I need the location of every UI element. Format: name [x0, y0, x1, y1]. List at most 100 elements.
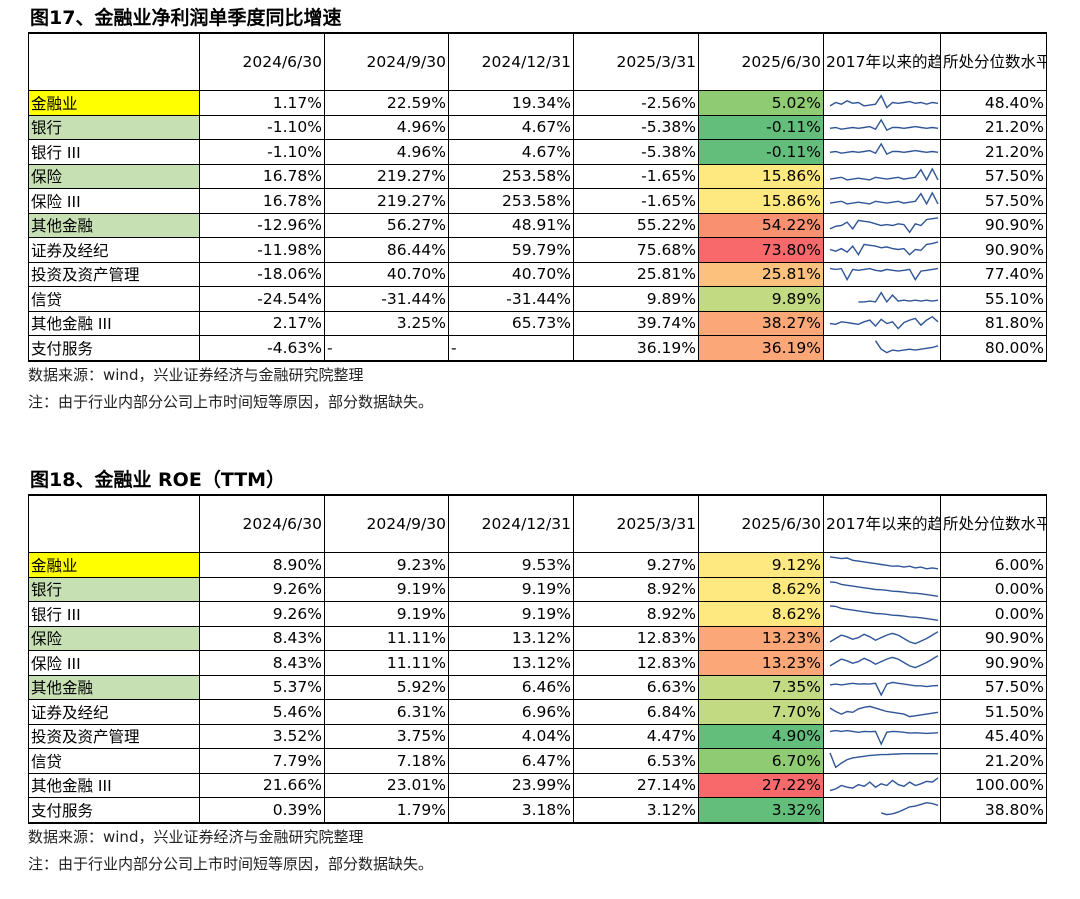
value-cell: 4.96%	[324, 139, 449, 165]
percentile-cell: 90.90%	[940, 650, 1047, 676]
value-cell: 8.43%	[199, 650, 325, 676]
trend-cell	[823, 625, 941, 651]
table-row: 金融业 8.90% 9.23% 9.53% 9.27% 9.12% 6.00%	[28, 552, 1047, 578]
table-row: 支付服务 -4.63% - -36.19% 36.19% 80.00%	[28, 335, 1047, 361]
value-cell: 9.19%	[324, 576, 449, 602]
trend-cell	[823, 576, 941, 602]
table-row: 信贷 7.79% 7.18% 6.47% 6.53% 6.70% 21.20%	[28, 748, 1047, 774]
trend-line	[829, 605, 939, 622]
percentile-cell: 21.20%	[940, 748, 1047, 774]
value-cell: 5.92%	[324, 674, 449, 700]
value-cell: 12.83%	[573, 650, 699, 676]
trend-cell	[823, 139, 941, 165]
trend-line	[829, 630, 939, 645]
trend-line	[829, 315, 939, 330]
value-cell: 253.58%	[448, 163, 574, 189]
trend-sparkline	[829, 191, 939, 206]
trend-sparkline	[829, 777, 939, 792]
value-cell: -1.65%	[573, 188, 699, 214]
value-cell: 9.23%	[324, 552, 449, 578]
value-cell: -31.44%	[448, 286, 574, 312]
latest-value-cell: 13.23%	[698, 625, 824, 651]
value-cell: -18.06%	[199, 261, 325, 287]
percentile-cell: 21.20%	[940, 139, 1047, 165]
trend-sparkline	[829, 556, 939, 570]
trend-sparkline	[829, 752, 938, 769]
trend-line	[829, 241, 939, 257]
column-header: 2024/12/31	[448, 494, 574, 553]
trend-line	[829, 655, 939, 669]
value-cell: 13.12%	[448, 625, 574, 651]
row-label: 支付服务	[28, 797, 200, 823]
value-cell: 11.11%	[324, 625, 449, 651]
percentile-cell: 57.50%	[940, 188, 1047, 214]
percentile-cell: 77.40%	[940, 261, 1047, 287]
value-cell: 75.68%	[573, 237, 699, 263]
value-cell: 4.67%	[448, 114, 574, 140]
column-header: 2024/6/30	[199, 494, 325, 553]
row-label: 银行	[28, 576, 200, 602]
value-cell: 13.12%	[448, 650, 574, 676]
latest-value-cell: 73.80%	[698, 237, 824, 263]
value-cell: 36.19%	[573, 335, 699, 361]
row-label: 银行 III	[28, 139, 200, 165]
percentile-cell: 90.90%	[940, 625, 1047, 651]
column-header: 2025/6/30	[698, 32, 824, 91]
latest-value-cell: 13.23%	[698, 650, 824, 676]
value-cell: 9.26%	[199, 576, 325, 602]
row-label: 支付服务	[28, 335, 200, 361]
value-cell: 219.27%	[324, 163, 449, 189]
value-cell: 5.37%	[199, 674, 325, 700]
value-cell: 6.46%	[448, 674, 574, 700]
trend-cell	[823, 90, 941, 116]
latest-value-cell: 5.02%	[698, 90, 824, 116]
table-row: 银行 III 9.26% 9.19% 9.19% 8.92% 8.62% 0.00%	[28, 601, 1047, 627]
table-row: 其他金融 -12.96% 56.27% 48.91% 55.22% 54.22% 90.90…	[28, 212, 1047, 238]
percentile-cell: 21.20%	[940, 114, 1047, 140]
trend-line	[829, 752, 938, 769]
value-cell: 6.53%	[573, 748, 699, 774]
value-cell: -12.96%	[199, 212, 325, 238]
row-label: 金融业	[28, 90, 200, 116]
latest-value-cell: 7.35%	[698, 674, 824, 700]
percentile-cell: 55.10%	[940, 286, 1047, 312]
value-cell: 219.27%	[324, 188, 449, 214]
latest-value-cell: 9.12%	[698, 552, 824, 578]
value-cell: 6.47%	[448, 748, 574, 774]
column-header	[28, 494, 200, 553]
trend-sparkline	[829, 216, 939, 234]
row-label: 证券及经纪	[28, 237, 200, 263]
figure-18-note: 注：由于行业内部分公司上市时间短等原因，部分数据缺失。	[28, 854, 434, 873]
trend-cell	[823, 286, 941, 312]
trend-line	[874, 340, 939, 354]
column-header: 2025/3/31	[573, 494, 699, 553]
table-row: 银行 III -1.10% 4.96% 4.67% -5.38% -0.11% 21.20%	[28, 139, 1047, 165]
row-label: 投资及资产管理	[28, 723, 200, 749]
table-row: 银行 -1.10% 4.96% 4.67% -5.38% -0.11% 21.20%	[28, 114, 1047, 140]
row-label: 保险 III	[28, 650, 200, 676]
percentile-cell: 0.00%	[940, 601, 1047, 627]
figure-18-source: 数据来源：wind，兴业证券经济与金融研究院整理	[28, 827, 364, 846]
percentile-cell: 90.90%	[940, 212, 1047, 238]
table-row: 金融业 1.17% 22.59% 19.34% -2.56% 5.02% 48.40%	[28, 90, 1047, 116]
value-cell: 8.90%	[199, 552, 325, 578]
trend-line	[829, 580, 939, 597]
trend-line	[829, 777, 939, 792]
trend-line	[829, 94, 939, 109]
trend-sparkline	[858, 291, 939, 304]
value-cell: -1.65%	[573, 163, 699, 189]
row-label: 其他金融 III	[28, 772, 200, 798]
value-cell: 1.79%	[324, 797, 449, 823]
row-label: 保险	[28, 163, 200, 189]
latest-value-cell: 25.81%	[698, 261, 824, 287]
trend-line	[829, 118, 939, 131]
value-cell: 9.53%	[448, 552, 574, 578]
value-cell: 56.27%	[324, 212, 449, 238]
trend-line	[880, 802, 939, 816]
latest-value-cell: 4.90%	[698, 723, 824, 749]
row-label: 其他金融	[28, 212, 200, 238]
value-cell: 39.74%	[573, 310, 699, 336]
trend-cell	[823, 212, 941, 238]
column-header	[28, 32, 200, 91]
percentile-cell: 100.00%	[940, 772, 1047, 798]
